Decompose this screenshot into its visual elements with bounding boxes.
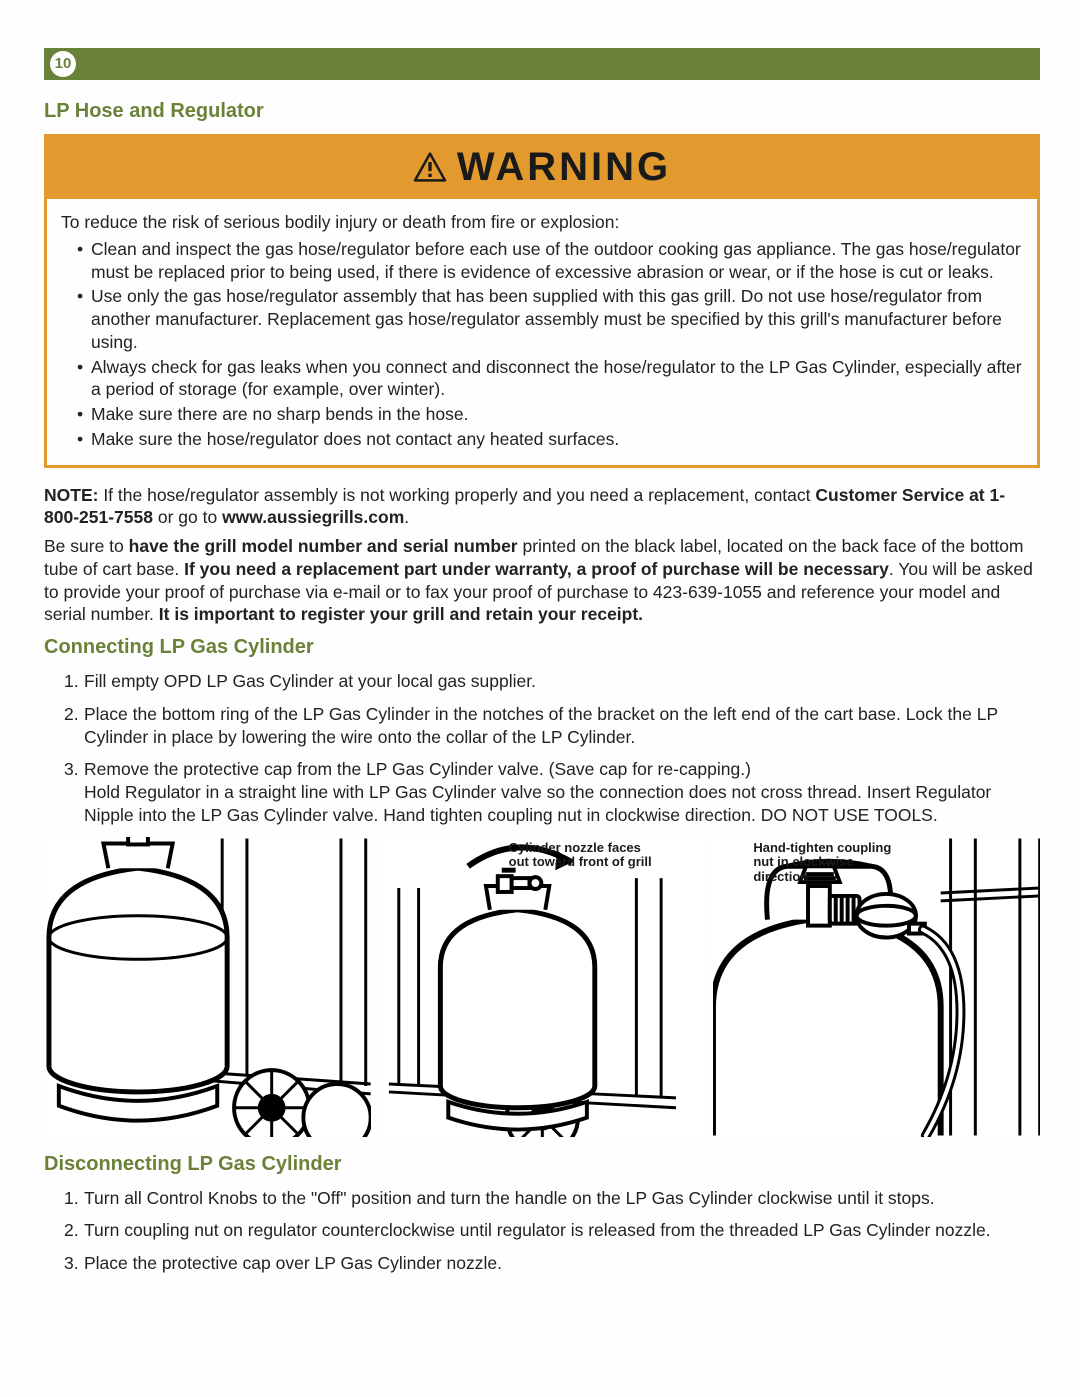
warning-box: WARNING To reduce the risk of serious bo… <box>44 134 1040 468</box>
cylinder-diagram-svg <box>44 837 371 1137</box>
heading-disconnect: Disconnecting LP Gas Cylinder <box>44 1151 1040 1177</box>
note-paragraph-2: Be sure to have the grill model number a… <box>44 535 1040 626</box>
warning-bullet: Use only the gas hose/regulator assembly… <box>79 285 1023 353</box>
connect-step: Fill empty OPD LP Gas Cylinder at your l… <box>64 670 1040 693</box>
warning-bullet: Always check for gas leaks when you conn… <box>79 356 1023 402</box>
connect-step: Remove the protective cap from the LP Ga… <box>64 758 1040 826</box>
header-bar: 10 <box>44 48 1040 80</box>
diagram-1 <box>44 837 371 1137</box>
diagram-2: Cylinder nozzle faces out toward front o… <box>379 837 706 1137</box>
note-text: . <box>404 507 409 527</box>
diagram-caption-2: Hand-tighten coupling nut in clockwise d… <box>753 841 903 886</box>
connect-step: Place the bottom ring of the LP Gas Cyli… <box>64 703 1040 749</box>
note-paragraph-1: NOTE: If the hose/regulator assembly is … <box>44 484 1040 530</box>
page-number-badge: 10 <box>50 51 76 77</box>
warning-header: WARNING <box>47 137 1037 199</box>
note-text: or go to <box>153 507 222 527</box>
note-text: Be sure to <box>44 536 129 556</box>
warning-bullet: Make sure there are no sharp bends in th… <box>79 403 1023 426</box>
heading-lp-hose: LP Hose and Regulator <box>44 98 1040 124</box>
disconnect-step: Turn coupling nut on regulator countercl… <box>64 1219 1040 1242</box>
diagram-caption-1: Cylinder nozzle faces out toward front o… <box>509 841 659 871</box>
note-bold: have the grill model number and serial n… <box>129 536 518 556</box>
note-url: www.aussiegrills.com <box>222 507 404 527</box>
note-block: NOTE: If the hose/regulator assembly is … <box>44 484 1040 627</box>
disconnect-step: Turn all Control Knobs to the "Off" posi… <box>64 1187 1040 1210</box>
warning-bullet: Make sure the hose/regulator does not co… <box>79 428 1023 451</box>
note-prefix: NOTE: <box>44 485 98 505</box>
heading-connect: Connecting LP Gas Cylinder <box>44 634 1040 660</box>
note-text: If the hose/regulator assembly is not wo… <box>98 485 815 505</box>
diagram-row: Cylinder nozzle faces out toward front o… <box>44 837 1040 1137</box>
page: 10 LP Hose and Regulator WARNING To redu… <box>0 0 1080 1333</box>
warning-bullet: Clean and inspect the gas hose/regulator… <box>79 238 1023 284</box>
disconnect-steps: Turn all Control Knobs to the "Off" posi… <box>44 1187 1040 1275</box>
connect-steps: Fill empty OPD LP Gas Cylinder at your l… <box>44 670 1040 827</box>
note-bold: It is important to register your grill a… <box>159 604 643 624</box>
warning-triangle-icon <box>413 152 447 182</box>
cylinder-diagram-svg <box>379 837 706 1137</box>
note-bold: If you need a replacement part under war… <box>184 559 889 579</box>
warning-body: To reduce the risk of serious bodily inj… <box>47 199 1037 465</box>
warning-title: WARNING <box>457 141 671 193</box>
diagram-3: Hand-tighten coupling nut in clockwise d… <box>713 837 1040 1137</box>
warning-lead: To reduce the risk of serious bodily inj… <box>61 211 1023 234</box>
warning-bullet-list: Clean and inspect the gas hose/regulator… <box>61 238 1023 451</box>
disconnect-step: Place the protective cap over LP Gas Cyl… <box>64 1252 1040 1275</box>
